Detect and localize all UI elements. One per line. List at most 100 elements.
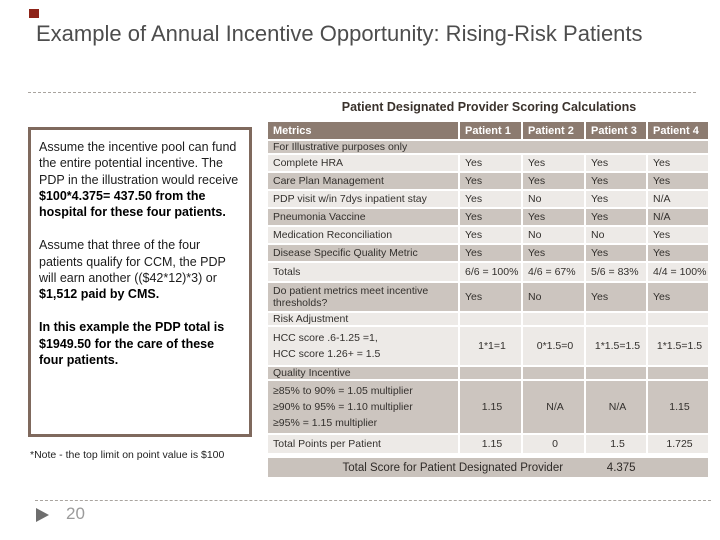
metric-value: Yes [460, 283, 523, 313]
quality-line-3: ≥95% = 1.15 multiplier [273, 417, 378, 430]
metric-label: Complete HRA [268, 155, 460, 173]
empty-cell [648, 367, 710, 381]
metric-label: Do patient metrics meet incentive thresh… [268, 283, 460, 313]
empty-cell [460, 367, 523, 381]
empty-cell [586, 367, 648, 381]
metric-value: Yes [648, 245, 710, 263]
table-title: Patient Designated Provider Scoring Calc… [341, 100, 637, 114]
metric-value: 0 [523, 435, 586, 455]
metric-value: 5/6 = 83% [586, 263, 648, 283]
total-score-label: Total Score for Patient Designated Provi… [342, 461, 564, 474]
table-header-row: Metrics Patient 1 Patient 2 Patient 3 Pa… [268, 122, 710, 141]
metric-value: No [523, 227, 586, 245]
metric-value: N/A [648, 209, 710, 227]
table-row: Pneumonia Vaccine Yes Yes Yes N/A [268, 209, 710, 227]
metric-value: 1.15 [648, 381, 710, 435]
metric-value: Yes [523, 173, 586, 191]
metric-value: 6/6 = 100% [460, 263, 523, 283]
table-row: Disease Specific Quality Metric Yes Yes … [268, 245, 710, 263]
metric-value: Yes [460, 155, 523, 173]
metric-label: Medication Reconciliation [268, 227, 460, 245]
quality-line-1: ≥85% to 90% = 1.05 multiplier [273, 384, 413, 397]
metric-value: Yes [586, 245, 648, 263]
info-p1-bold: $100*4.375= 437.50 from the hospital for… [39, 188, 226, 219]
metric-value: 0*1.5=0 [523, 327, 586, 367]
metric-label: Total Points per Patient [268, 435, 460, 455]
metric-value: No [586, 227, 648, 245]
header-patient-1: Patient 1 [460, 122, 523, 141]
risk-line-2: HCC score 1.26+ = 1.5 [273, 348, 381, 360]
total-score-value: 4.375 [606, 461, 636, 474]
risk-line-1: HCC score .6-1.25 =1, [273, 331, 378, 344]
info-box: Assume the incentive pool can fund the e… [28, 127, 252, 437]
metric-value: 1.15 [460, 435, 523, 455]
metric-value: 1.725 [648, 435, 710, 455]
header-patient-4: Patient 4 [648, 122, 710, 141]
total-score-row: Total Score for Patient Designated Provi… [268, 455, 710, 479]
accent-square [29, 9, 39, 18]
metric-label: PDP visit w/in 7dys inpatient stay [268, 191, 460, 209]
section-label: Quality Incentive [268, 367, 460, 381]
metric-label: Pneumonia Vaccine [268, 209, 460, 227]
note-row-text: For Illustrative purposes only [268, 141, 710, 155]
bottom-divider [35, 500, 711, 501]
metric-label: ≥85% to 90% = 1.05 multiplier ≥90% to 95… [268, 381, 460, 435]
table-row: Care Plan Management Yes Yes Yes Yes [268, 173, 710, 191]
metric-value: Yes [586, 155, 648, 173]
metric-label: Disease Specific Quality Metric [268, 245, 460, 263]
metric-value: N/A [523, 381, 586, 435]
metric-value: 1.15 [460, 381, 523, 435]
empty-cell [648, 313, 710, 327]
info-p1-text: Assume the incentive pool can fund the e… [39, 140, 239, 187]
totals-row: Totals 6/6 = 100% 4/6 = 67% 5/6 = 83% 4/… [268, 263, 710, 283]
metric-value: Yes [460, 173, 523, 191]
metric-value: Yes [523, 245, 586, 263]
empty-cell [460, 313, 523, 327]
score-table: Metrics Patient 1 Patient 2 Patient 3 Pa… [268, 122, 710, 479]
metric-value: No [523, 191, 586, 209]
quality-label-lines: ≥85% to 90% = 1.05 multiplier ≥90% to 95… [273, 383, 456, 432]
quality-values-row: ≥85% to 90% = 1.05 multiplier ≥90% to 95… [268, 381, 710, 435]
page-number: 20 [66, 504, 85, 523]
metric-value: 1*1=1 [460, 327, 523, 367]
next-arrow-icon[interactable] [36, 508, 49, 522]
metric-value: Yes [648, 283, 710, 313]
info-p3-bold: In this example the PDP total is $1949.5… [39, 320, 225, 367]
metric-value: Yes [460, 245, 523, 263]
metric-value: Yes [460, 191, 523, 209]
metric-value: Yes [523, 155, 586, 173]
metric-value: Yes [460, 227, 523, 245]
metric-value: Yes [648, 155, 710, 173]
metric-value: Yes [648, 173, 710, 191]
metric-value: 1*1.5=1.5 [648, 327, 710, 367]
metric-value: Yes [586, 191, 648, 209]
info-paragraph-1: Assume the incentive pool can fund the e… [39, 139, 241, 220]
footnote: *Note - the top limit on point value is … [30, 449, 225, 461]
risk-label-lines: HCC score .6-1.25 =1, HCC score 1.26+ = … [273, 330, 456, 363]
empty-cell [523, 313, 586, 327]
quality-line-2: ≥90% to 95% = 1.10 multiplier [273, 400, 413, 413]
risk-section-header-row: Risk Adjustment [268, 313, 710, 327]
info-p2-text: Assume that three of the four patients q… [39, 238, 226, 285]
note-row: For Illustrative purposes only [268, 141, 710, 155]
metric-value: N/A [648, 191, 710, 209]
metric-value: Yes [648, 227, 710, 245]
metric-value: Yes [586, 209, 648, 227]
header-metrics: Metrics [268, 122, 460, 141]
empty-cell [523, 367, 586, 381]
metric-value: Yes [523, 209, 586, 227]
info-paragraph-3: In this example the PDP total is $1949.5… [39, 319, 241, 368]
metric-value: Yes [586, 173, 648, 191]
metric-value: No [523, 283, 586, 313]
metric-value: 1.5 [586, 435, 648, 455]
header-patient-3: Patient 3 [586, 122, 648, 141]
metric-label: Care Plan Management [268, 173, 460, 191]
metric-value: N/A [586, 381, 648, 435]
header-patient-2: Patient 2 [523, 122, 586, 141]
score-table-container: Metrics Patient 1 Patient 2 Patient 3 Pa… [268, 122, 710, 479]
slide-title: Example of Annual Incentive Opportunity:… [36, 21, 643, 46]
quality-section-header-row: Quality Incentive [268, 367, 710, 381]
empty-cell [586, 313, 648, 327]
table-row: Complete HRA Yes Yes Yes Yes [268, 155, 710, 173]
